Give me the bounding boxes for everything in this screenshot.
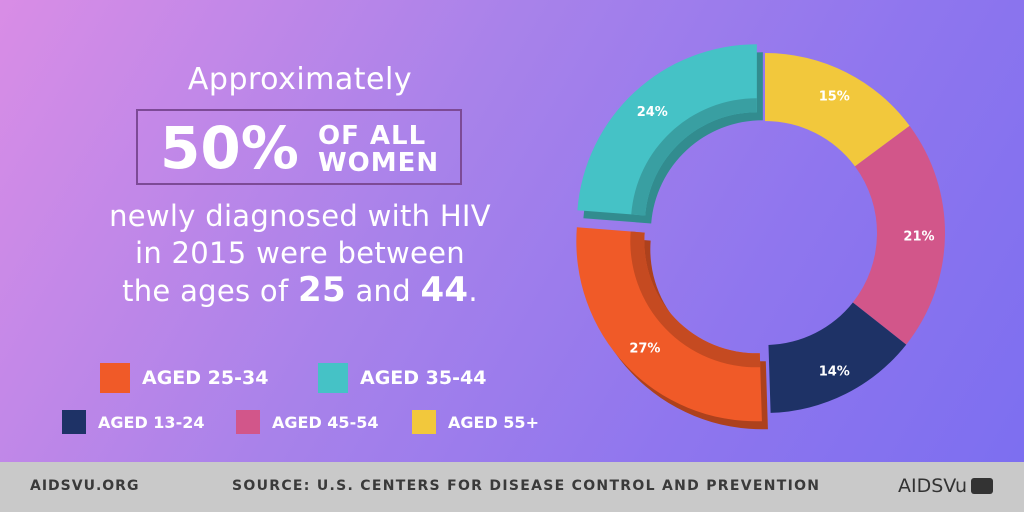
slice-aged-13-24 [768, 302, 907, 413]
footer-logo: AIDSVu [898, 475, 994, 497]
donut-chart: 15% 21% 14% 27% 24% [576, 44, 945, 430]
headline-body: newly diagnosed with HIV in 2015 were be… [0, 198, 600, 310]
legend-label-aged-45-54: AGED 45-54 [272, 412, 379, 432]
footer-bar: AIDSVU.ORG SOURCE: U.S. CENTERS FOR DISE… [0, 462, 1024, 512]
legend-item-aged-45-54: AGED 45-54 [236, 410, 378, 434]
slice-label-aged-55-plus: 15% [819, 89, 850, 104]
body-line-3-mid: and [355, 274, 411, 308]
stat-label: OF ALL WOMEN [318, 123, 439, 177]
slice-label-aged-45-54: 21% [903, 229, 934, 244]
legend-label-aged-13-24: AGED 13-24 [98, 412, 205, 432]
stat-label-line1: OF ALL [318, 121, 427, 151]
footer-logo-text: AIDSVu [898, 475, 968, 497]
legend-swatch-aged-45-54 [236, 410, 260, 434]
footer-site-link[interactable]: AIDSVU.ORG [30, 478, 140, 494]
slice-label-aged-25-34: 27% [629, 342, 660, 357]
legend-swatch-aged-25-34 [100, 363, 130, 393]
age-high: 44 [420, 270, 469, 310]
body-line-1: newly diagnosed with HIV [109, 199, 491, 233]
slice-inner-face-aged-35-44 [631, 98, 757, 216]
slice-aged-45-54 [852, 125, 945, 345]
footer-source: SOURCE: U.S. CENTERS FOR DISEASE CONTROL… [232, 478, 821, 494]
slice-inner-face-aged-25-34 [630, 231, 761, 368]
legend-label-aged-35-44: AGED 35-44 [360, 367, 487, 389]
legend-swatch-aged-35-44 [318, 363, 348, 393]
slice-aged-55-plus [765, 53, 910, 167]
slice-label-aged-13-24: 14% [819, 365, 850, 380]
body-line-3-prefix: the ages of [122, 274, 289, 308]
stat-percent: 50% [160, 114, 299, 182]
body-line-2: in 2015 were between [135, 236, 465, 270]
legend-item-aged-25-34: AGED 25-34 [100, 363, 268, 393]
legend-item-aged-35-44: AGED 35-44 [318, 363, 486, 393]
legend-label-aged-25-34: AGED 25-34 [142, 367, 269, 389]
stat-label-line2: WOMEN [318, 148, 440, 178]
legend-swatch-aged-55-plus [412, 410, 436, 434]
chat-bubble-icon [971, 478, 994, 494]
slice-label-aged-35-44: 24% [637, 105, 668, 120]
legend-label-aged-55-plus: AGED 55+ [448, 412, 539, 432]
headline-approx: Approximately [187, 62, 413, 97]
legend-item-aged-55-plus: AGED 55+ [412, 410, 539, 434]
body-line-3-suffix: . [468, 274, 478, 308]
legend-item-aged-13-24: AGED 13-24 [62, 410, 204, 434]
slice-aged-35-44 [577, 44, 757, 216]
legend-swatch-aged-13-24 [62, 410, 86, 434]
stat-box: 50% OF ALL WOMEN [136, 109, 462, 185]
body-line-3: the ages of 25 and 44. [0, 272, 600, 310]
age-low: 25 [298, 270, 346, 310]
